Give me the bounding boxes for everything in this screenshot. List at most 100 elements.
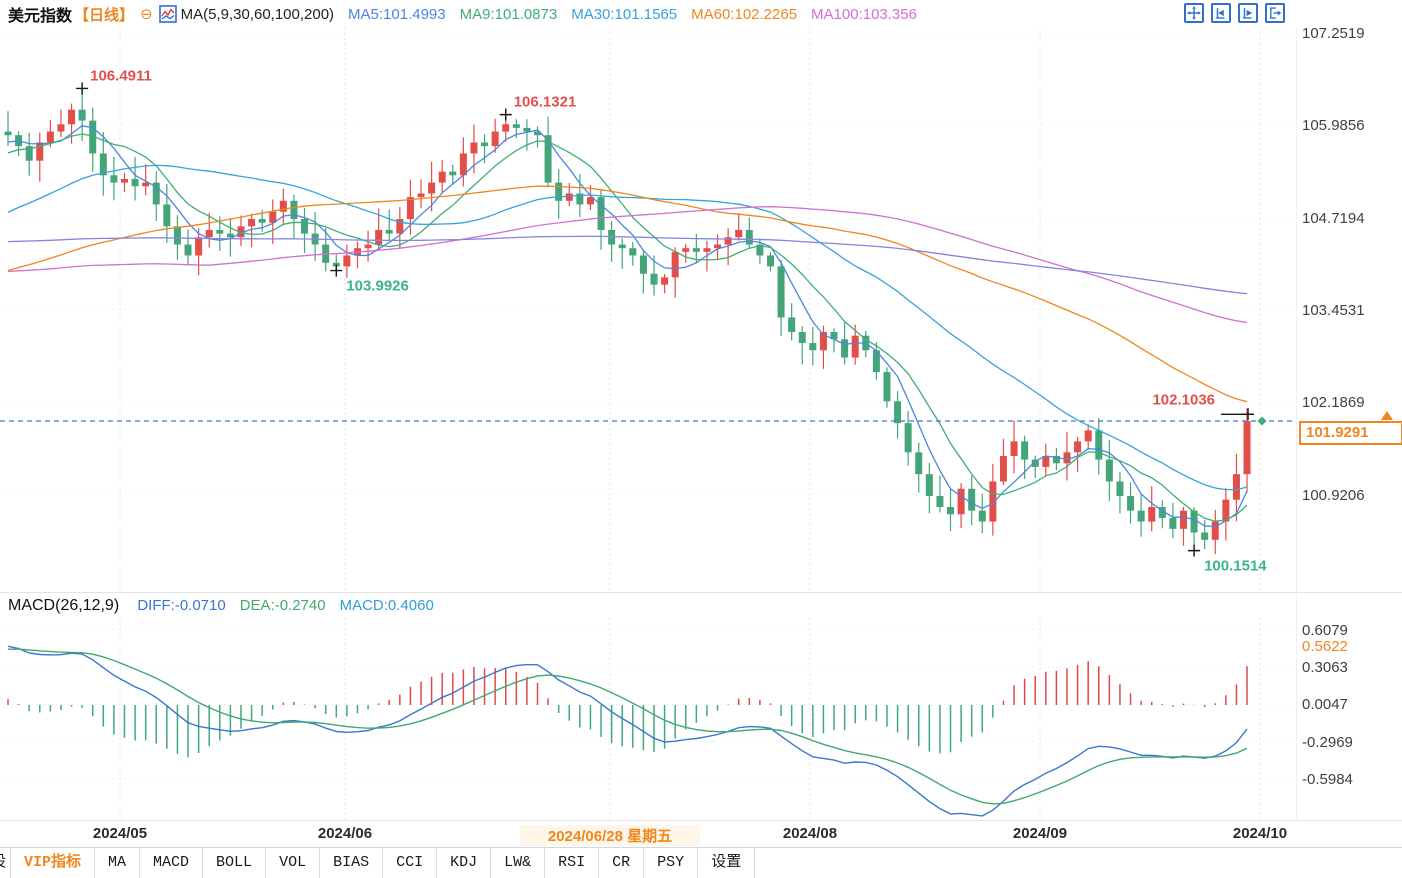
macd-value-label: DIFF:-0.0710 [137, 597, 226, 614]
extreme-cross-marker [76, 82, 89, 95]
tab-label: 设置 [711, 854, 742, 871]
tab-macd[interactable]: MACD [140, 848, 204, 878]
tab-label: BOLL [216, 854, 253, 871]
play-forward-icon[interactable] [1238, 3, 1258, 23]
annotation-label: 106.1321 [514, 94, 577, 111]
pan-move-icon[interactable] [1184, 3, 1204, 23]
macd-current-value-label: 0.5622 [1302, 638, 1348, 656]
macd-axis-label: 0.6079 [1302, 622, 1348, 640]
ma-value-label: MA9:101.0873 [459, 5, 558, 23]
ma-line-ma30 [7, 164, 1248, 491]
extreme-cross-marker [330, 264, 343, 277]
price-axis-label: 100.9206 [1302, 486, 1365, 504]
zoom-out-icon[interactable]: ⊖ [140, 6, 153, 23]
annotation-label: 106.4911 [90, 67, 152, 84]
tab-label: VOL [279, 854, 307, 871]
tab-bias[interactable]: BIAS [320, 848, 384, 878]
tab-cci[interactable]: CCI [383, 848, 438, 878]
tab-label: 设 [0, 848, 6, 877]
ma-value-label: MA60:102.2265 [691, 5, 798, 23]
ma-line-ma100 [7, 206, 1248, 324]
price-axis-label: 107.2519 [1302, 25, 1365, 42]
extreme-cross-marker [1242, 408, 1255, 421]
extreme-cross-marker [499, 108, 512, 121]
tab-label: CCI [396, 854, 424, 871]
ma-value-label: MA30:101.1565 [571, 5, 678, 23]
price-up-arrow-icon [1381, 411, 1393, 421]
annotation-label: 100.1514 [1204, 558, 1267, 575]
main-candlestick-chart[interactable]: 106.4911 106.1321 103.9926 100.1514 102.1036 [0, 28, 1296, 590]
price-axis-label: 104.7194 [1302, 209, 1365, 227]
tab-ma[interactable]: MA [95, 848, 141, 878]
macd-axis-label: -0.2969 [1302, 733, 1353, 751]
tab-label: KDJ [450, 854, 478, 871]
tab-label: BIAS [333, 854, 370, 871]
macd-value-label: DEA:-0.2740 [239, 597, 326, 614]
price-axis-label: 105.9856 [1302, 117, 1365, 135]
candlestick-series [4, 88, 1251, 555]
period-badge: 【日线】 [74, 6, 135, 24]
tab-label: VIP指标 [24, 854, 82, 871]
moving-average-lines [7, 125, 1248, 528]
tab-设[interactable]: 设 [0, 848, 11, 878]
chart-header: 美元指数 【日线】 ⊖ MA(5,9,30,60,100,200) MA5:10… [0, 0, 1188, 28]
tabbar-divider [0, 847, 1402, 848]
annotation-label: 103.9926 [346, 278, 409, 295]
macd-gridlines [0, 618, 1296, 820]
ma-values: MA5:101.4993 MA9:101.0873 MA30:101.1565 MA6… [334, 6, 917, 23]
macd-histogram [7, 661, 1248, 758]
tab-vip指标[interactable]: VIP指标 [11, 848, 96, 878]
tab-label: MA [108, 854, 127, 871]
tab-label: LW& [504, 854, 532, 871]
tab-label: MACD [153, 854, 190, 871]
x-axis-label: 2024/06/28 星期五 [520, 825, 700, 846]
macd-values: DIFF:-0.0710 DEA:-0.2740 MACD:0.4060 [123, 597, 433, 614]
instrument-title: 美元指数 [8, 8, 73, 25]
ma-value-label: MA5:101.4993 [348, 5, 446, 23]
ma-value-label: MA100:103.356 [811, 5, 917, 23]
price-annotations: 106.4911 106.1321 103.9926 100.1514 102.1036 [76, 67, 1267, 575]
price-end-marker [1257, 416, 1267, 426]
macd-header: MACD(26,12,9) DIFF:-0.0710 DEA:-0.2740 MAC… [8, 597, 434, 615]
axis-border [1296, 28, 1297, 820]
x-axis-label: 2024/10 [1232, 825, 1288, 842]
dea-line [7, 648, 1248, 805]
exit-chart-icon[interactable] [1265, 3, 1285, 23]
price-axis-label: 102.1869 [1302, 394, 1365, 412]
indicator-tabbar: 设 VIP指标 MA MACD BOLL VOL BIAS CCI KDJ LW&RSI CR PSY… [0, 848, 1402, 878]
tab-kdj[interactable]: KDJ [437, 848, 492, 878]
tab-rsi[interactable]: RSI [545, 848, 600, 878]
diff-line [7, 645, 1248, 817]
ma-params-label: MA(5,9,30,60,100,200) [180, 5, 335, 23]
ma-line-ma9 [7, 133, 1248, 522]
macd-axis-label: 0.0047 [1302, 696, 1348, 714]
ma-line-ma200 [7, 235, 1248, 295]
ma-line-ma60 [7, 185, 1248, 403]
tab-设置[interactable]: 设置 [698, 848, 756, 878]
tab-psy[interactable]: PSY [644, 848, 699, 878]
kline-chart-icon[interactable] [158, 5, 177, 23]
tab-label: RSI [558, 854, 586, 871]
tab-label: PSY [657, 854, 685, 871]
panel-divider [0, 592, 1402, 593]
x-axis-label: 2024/08 [782, 825, 838, 842]
tab-boll[interactable]: BOLL [203, 848, 267, 878]
x-axis-label: 2024/09 [1012, 825, 1068, 842]
price-axis-label: 103.4531 [1302, 301, 1365, 319]
main-gridlines [0, 28, 1296, 590]
annotation-label: 102.1036 [1152, 391, 1215, 408]
tab-lw&[interactable]: LW& [491, 848, 546, 878]
tab-cr[interactable]: CR [599, 848, 645, 878]
tab-label: CR [612, 854, 631, 871]
current-price-box: 101.9291 [1299, 421, 1402, 446]
ma-line-ma5 [7, 125, 1248, 528]
chart-toolbar [1184, 3, 1285, 23]
tab-vol[interactable]: VOL [266, 848, 321, 878]
axis-divider [0, 820, 1402, 821]
macd-axis-label: 0.3063 [1302, 659, 1348, 677]
extreme-cross-marker [1188, 544, 1201, 557]
skip-start-icon[interactable] [1211, 3, 1231, 23]
macd-value-label: MACD:0.4060 [339, 597, 434, 614]
macd-indicator-chart[interactable] [0, 618, 1296, 820]
